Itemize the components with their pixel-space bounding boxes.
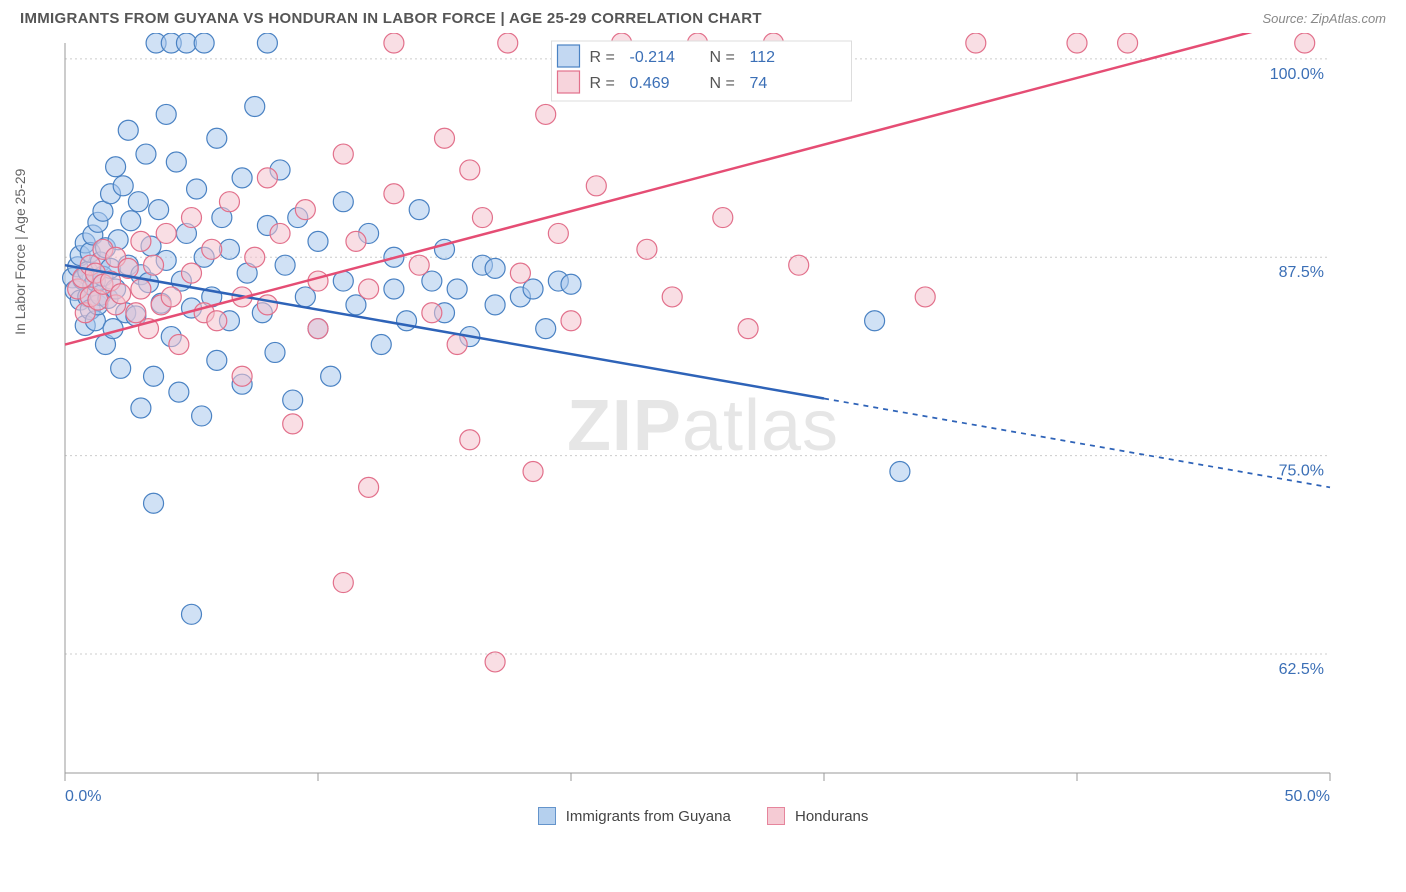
legend-swatch-hondurans — [767, 807, 785, 825]
svg-text:100.0%: 100.0% — [1270, 66, 1324, 83]
svg-text:R =: R = — [590, 75, 615, 92]
svg-text:50.0%: 50.0% — [1285, 788, 1330, 803]
svg-text:74: 74 — [750, 75, 768, 92]
y-axis-label: In Labor Force | Age 25-29 — [12, 169, 28, 335]
svg-text:N =: N = — [710, 49, 735, 66]
chart-header: IMMIGRANTS FROM GUYANA VS HONDURAN IN LA… — [0, 0, 1406, 33]
svg-text:75.0%: 75.0% — [1279, 463, 1324, 480]
bottom-legend: Immigrants from Guyana Hondurans — [0, 807, 1406, 825]
chart-title: IMMIGRANTS FROM GUYANA VS HONDURAN IN LA… — [20, 10, 762, 27]
legend-swatch-guyana — [538, 807, 556, 825]
chart-area: In Labor Force | Age 25-29 62.5%75.0%87.… — [20, 33, 1386, 803]
svg-text:112: 112 — [750, 49, 776, 66]
scatter-chart: 62.5% 75.0% 87.5% 100.0% 0.0% 50.0% R = -0.214 N… — [20, 33, 1350, 803]
svg-text:-0.214: -0.214 — [630, 49, 675, 66]
source-credit: Source: ZipAtlas.com — [1262, 11, 1386, 26]
legend-item-guyana: Immigrants from Guyana — [538, 807, 731, 825]
svg-text:62.5%: 62.5% — [1279, 661, 1324, 678]
legend-item-hondurans: Hondurans — [767, 807, 869, 825]
svg-text:0.469: 0.469 — [630, 75, 670, 92]
svg-text:0.0%: 0.0% — [65, 788, 101, 803]
svg-text:N =: N = — [710, 75, 735, 92]
svg-text:R =: R = — [590, 49, 615, 66]
svg-text:87.5%: 87.5% — [1279, 264, 1324, 281]
